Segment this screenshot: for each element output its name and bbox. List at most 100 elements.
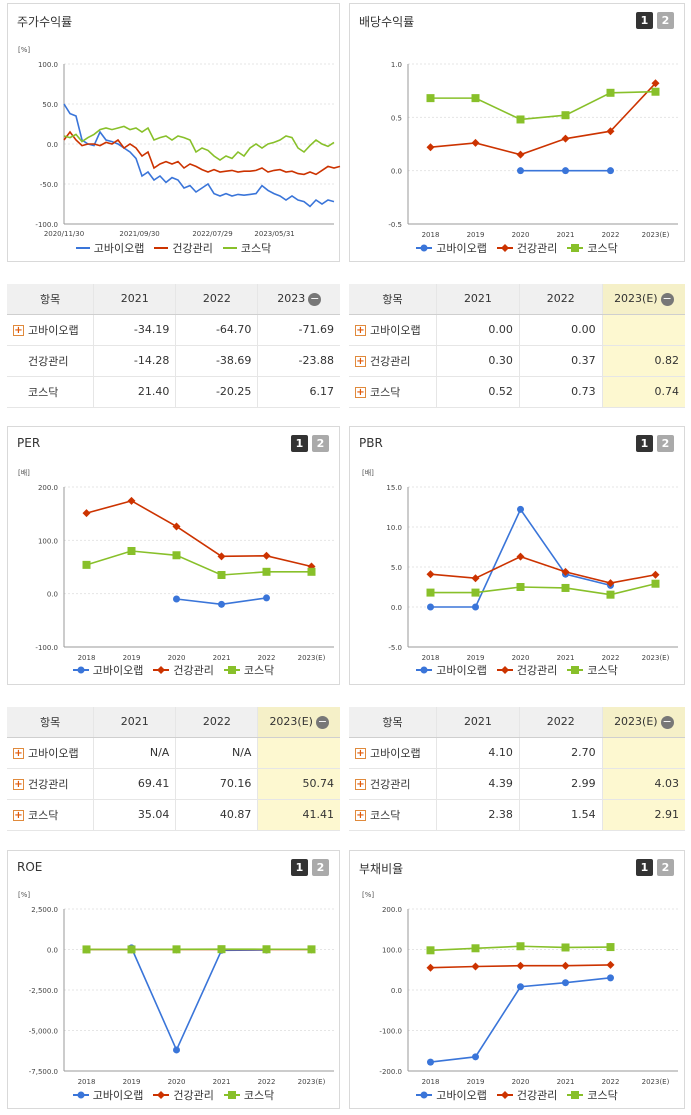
view-2-button[interactable]: 2 [312, 435, 329, 452]
table-cell: N/A [93, 737, 176, 769]
legend-item[interactable]: 건강관리 [154, 240, 213, 256]
table-header-row: 항목 2021 2022 2023(E) − [349, 707, 685, 738]
x-tick-label: 2018 [422, 231, 440, 239]
expand-icon[interactable]: + [355, 325, 366, 336]
data-point [561, 943, 570, 952]
legend-label: 고바이오랩 [93, 242, 145, 255]
legend-item[interactable]: 코스닥 [223, 662, 274, 678]
legend-marker [157, 666, 166, 674]
y-tick-label: 0.0 [391, 168, 402, 176]
legend-item[interactable]: 건강관리 [496, 662, 557, 678]
table-cell: 2.99 [518, 768, 603, 800]
expand-icon[interactable]: + [355, 779, 366, 790]
table-cell: 0.82 [601, 345, 685, 377]
legend-item[interactable]: 코스닥 [567, 240, 618, 256]
table-cell: 35.04 [93, 799, 176, 831]
legend-label: 건강관리 [516, 242, 558, 255]
legend-item[interactable]: 코스닥 [223, 1087, 274, 1103]
x-tick-label: 2021 [557, 654, 575, 662]
collapse-icon[interactable]: − [660, 291, 674, 306]
column-header: 2023(E) − [601, 707, 685, 738]
expand-icon[interactable]: + [355, 356, 366, 367]
table-header-row: 항목 2021 2022 2023(E) − [349, 284, 685, 315]
x-tick-label: 2022/07/29 [192, 230, 232, 238]
legend-item[interactable]: 고바이오랩 [75, 240, 145, 256]
expand-icon[interactable]: + [355, 748, 366, 759]
view-1-button[interactable]: 1 [291, 859, 308, 876]
table-cell: 0.74 [601, 376, 685, 408]
data-point [217, 552, 226, 561]
legend-item[interactable]: 건강관리 [496, 240, 558, 256]
data-point [172, 945, 181, 954]
legend-marker-icon [416, 666, 433, 674]
legend-item[interactable]: 고바이오랩 [72, 662, 143, 678]
view-2-button[interactable]: 2 [657, 435, 674, 452]
legend-item[interactable]: 고바이오랩 [416, 662, 487, 678]
table-cell: 0.30 [436, 345, 520, 377]
view-2-button[interactable]: 2 [657, 12, 674, 29]
legend-item[interactable]: 코스닥 [222, 240, 271, 256]
y-tick-label: 0.0 [391, 987, 402, 995]
legend-marker-icon [223, 1091, 240, 1099]
legend-item[interactable]: 건강관리 [496, 1087, 557, 1103]
column-header: 2023(E) − [601, 284, 685, 315]
collapse-icon[interactable]: − [660, 714, 674, 729]
table-cell: 2.38 [436, 799, 520, 831]
data-point [217, 571, 226, 579]
data-point [607, 974, 614, 982]
legend-label: 건강관리 [173, 1089, 214, 1102]
row-label: + 건강관리 [349, 345, 437, 377]
collapse-icon[interactable]: − [315, 714, 329, 729]
series-line [63, 125, 335, 161]
collapse-icon[interactable]: − [308, 291, 322, 306]
chart-legend: 고바이오랩 건강관리 코스닥 [350, 240, 684, 256]
expand-icon[interactable]: + [13, 748, 24, 759]
x-tick-label: 2023(E) [298, 654, 326, 662]
legend-item[interactable]: 고바이오랩 [416, 240, 487, 256]
legend-item[interactable]: 고바이오랩 [72, 1087, 143, 1103]
column-header: 2023− [257, 284, 340, 315]
view-1-button[interactable]: 1 [636, 435, 653, 452]
legend-item[interactable]: 건강관리 [153, 1087, 214, 1103]
expand-icon[interactable]: + [13, 779, 24, 790]
expand-icon[interactable]: + [355, 810, 366, 821]
view-2-button[interactable]: 2 [312, 859, 329, 876]
view-1-button[interactable]: 1 [636, 12, 653, 29]
panel-title: 주가수익률 [17, 15, 73, 29]
data-point [561, 134, 570, 143]
table-cell: -64.70 [175, 314, 258, 346]
legend-item[interactable]: 고바이오랩 [416, 1087, 487, 1103]
table-cell: 2.70 [518, 737, 603, 769]
legend-marker-icon [496, 666, 513, 674]
data-point [127, 945, 136, 954]
data-point [607, 167, 614, 175]
x-tick-label: 2021/09/30 [119, 230, 159, 238]
expand-icon[interactable]: + [13, 325, 24, 336]
x-tick-label: 2021 [557, 1078, 575, 1086]
data-point [606, 88, 615, 97]
legend-marker-icon [72, 1091, 89, 1099]
data-point [262, 945, 271, 954]
per-chart: [배] 200.0 100.0 0.0 -100.0 2018 2019 2020 2021 20… [18, 468, 334, 662]
x-tick-label: 2023/05/31 [254, 230, 294, 238]
view-2-button[interactable]: 2 [657, 859, 674, 876]
y-tick-label: 15.0 [386, 484, 402, 492]
y-unit-label: [%] [18, 46, 30, 54]
legend-item[interactable]: 코스닥 [567, 662, 618, 678]
data-point [263, 594, 270, 602]
table-cell: 70.16 [175, 768, 258, 800]
expand-icon[interactable]: + [13, 810, 24, 821]
expand-icon[interactable]: + [355, 387, 366, 398]
row-label: + 코스닥 [7, 799, 94, 831]
chart-legend: 고바이오랩 건강관리 코스닥 [350, 1087, 684, 1103]
spacer [13, 387, 24, 398]
legend-marker [227, 1091, 236, 1099]
view-1-button[interactable]: 1 [636, 859, 653, 876]
legend-item[interactable]: 코스닥 [567, 1087, 618, 1103]
data-point [426, 946, 435, 955]
view-1-button[interactable]: 1 [291, 435, 308, 452]
legend-item[interactable]: 건강관리 [153, 662, 214, 678]
table-cell: -14.28 [93, 345, 176, 377]
row-label: + 고바이오랩 [7, 314, 94, 346]
